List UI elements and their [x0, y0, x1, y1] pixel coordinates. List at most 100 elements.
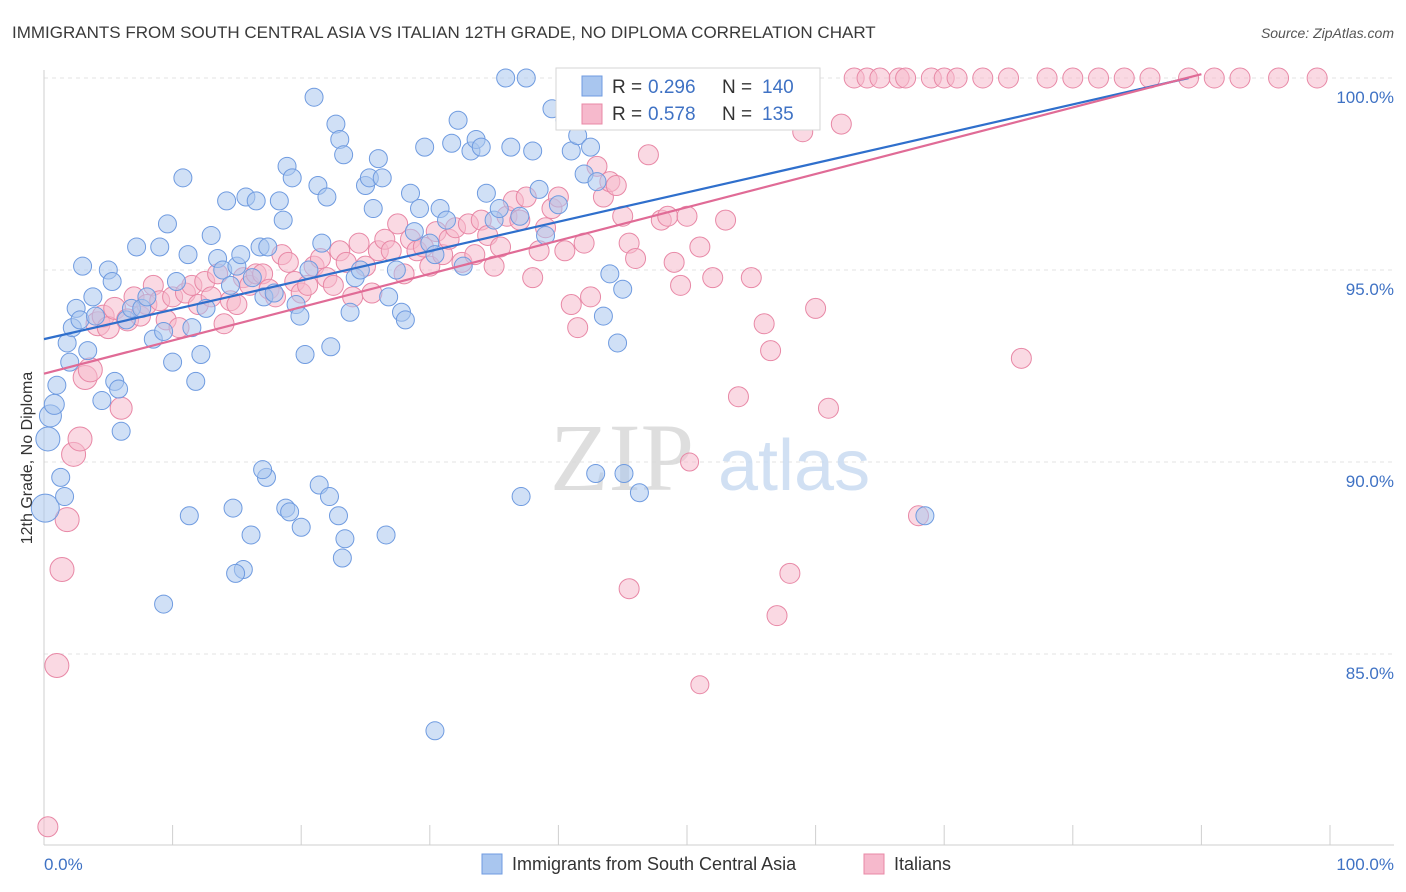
sca-point-43	[220, 275, 240, 295]
sca-point-61	[304, 87, 324, 107]
sca-point-99	[501, 137, 521, 157]
sca-point-95	[476, 183, 496, 203]
sca-point-20	[109, 379, 129, 399]
italian-point-133	[766, 605, 788, 627]
sca-point-29	[154, 321, 174, 341]
sca-point-64	[317, 187, 337, 207]
italian-point-100	[702, 267, 724, 289]
sca-point-139	[332, 548, 352, 568]
sca-point-80	[395, 310, 415, 330]
y-tick-label-2: 90.0%	[1346, 472, 1394, 491]
italian-point-132	[1306, 67, 1328, 89]
sca-point-125	[328, 506, 348, 526]
sca-point-98	[496, 68, 516, 88]
sca-point-119	[223, 498, 243, 518]
sca-point-47	[242, 268, 262, 288]
sca-point-116	[613, 279, 633, 299]
italian-point-89	[605, 175, 627, 197]
sca-point-78	[386, 260, 406, 280]
watermark-zip: ZIP	[550, 404, 694, 511]
sca-point-135	[376, 525, 396, 545]
italian-point-129	[1203, 67, 1225, 89]
sca-point-68	[334, 145, 354, 165]
italian-point-1	[44, 653, 70, 679]
italian-point-81	[554, 240, 576, 262]
italian-point-136	[680, 452, 700, 472]
sca-point-28	[150, 237, 170, 257]
sca-point-16	[92, 391, 112, 411]
x-tick-label-min: 0.0%	[44, 855, 83, 874]
sca-point-0	[30, 493, 60, 523]
sca-point-15	[85, 306, 105, 326]
italian-point-85	[580, 286, 602, 308]
sca-point-102	[523, 141, 543, 161]
sca-point-106	[548, 195, 568, 215]
stats-swatch-pink	[581, 103, 603, 125]
sca-point-122	[291, 517, 311, 537]
sca-point-4	[47, 375, 67, 395]
sca-point-32	[166, 272, 186, 292]
italian-point-102	[727, 386, 749, 408]
sca-point-84	[415, 137, 435, 157]
sca-point-114	[600, 264, 620, 284]
sca-point-45	[231, 245, 251, 265]
stats-swatch-blue	[581, 75, 603, 97]
sca-point-129	[253, 460, 273, 480]
sca-point-127	[179, 506, 199, 526]
stats-r-label-blue: R =	[612, 77, 642, 98]
italian-point-131	[1268, 67, 1290, 89]
stats-box: R = 0.296 N = 140 R = 0.578 N = 135	[555, 67, 821, 131]
sca-point-132	[614, 464, 634, 484]
legend-swatch-italians	[863, 853, 885, 875]
sca-point-36	[186, 371, 206, 391]
sca-point-113	[593, 306, 613, 326]
italian-point-121	[998, 67, 1019, 89]
sca-point-56	[282, 168, 302, 188]
stats-n-value-blue: 140	[762, 77, 794, 98]
sca-point-76	[372, 168, 392, 188]
y-axis-tick-labels: 100.0% 95.0% 90.0% 85.0%	[1336, 88, 1394, 683]
sca-point-54	[273, 210, 293, 230]
sca-point-89	[442, 133, 462, 153]
sca-point-12	[73, 256, 93, 276]
sca-point-63	[312, 233, 332, 253]
sca-point-134	[425, 721, 445, 741]
italian-point-125	[1088, 67, 1110, 89]
sca-point-24	[127, 237, 147, 257]
sca-point-115	[608, 333, 628, 353]
sca-point-33	[173, 168, 193, 188]
sca-point-112	[587, 172, 607, 192]
stats-r-value-pink: 0.578	[648, 104, 696, 125]
italian-point-134	[618, 578, 640, 600]
watermark-atlas: atlas	[718, 426, 870, 506]
sca-point-26	[137, 287, 157, 307]
italian-point-76	[522, 267, 544, 289]
sca-point-137	[226, 563, 246, 583]
sca-point-77	[379, 287, 399, 307]
sca-point-100	[510, 206, 530, 226]
trend-line-south-central-asia	[43, 76, 1189, 341]
legend-label-italians: Italians	[894, 854, 951, 874]
sca-point-75	[368, 149, 388, 169]
chart-source: Source: ZipAtlas.com	[1261, 25, 1394, 41]
italian-point-101	[715, 209, 737, 231]
italian-point-83	[567, 317, 589, 339]
stats-r-value-blue: 0.296	[648, 77, 696, 98]
italian-point-71	[490, 236, 512, 258]
sca-point-136	[915, 506, 935, 526]
sca-point-81	[401, 183, 421, 203]
stats-n-label-pink: N =	[722, 104, 752, 125]
italian-point-122	[1010, 347, 1032, 369]
italian-point-130	[1229, 67, 1251, 89]
italian-point-124	[1062, 67, 1084, 89]
italian-point-49	[348, 232, 370, 254]
sca-point-74	[363, 199, 383, 219]
stats-r-label-pink: R =	[612, 104, 642, 125]
legend: Immigrants from South Central Asia Itali…	[481, 853, 951, 875]
italian-point-97	[670, 274, 692, 296]
legend-label-south-central-asia: Immigrants from South Central Asia	[512, 854, 797, 874]
stats-n-value-pink: 135	[762, 104, 794, 125]
sca-point-13	[78, 341, 98, 361]
italian-point-135	[690, 675, 710, 695]
